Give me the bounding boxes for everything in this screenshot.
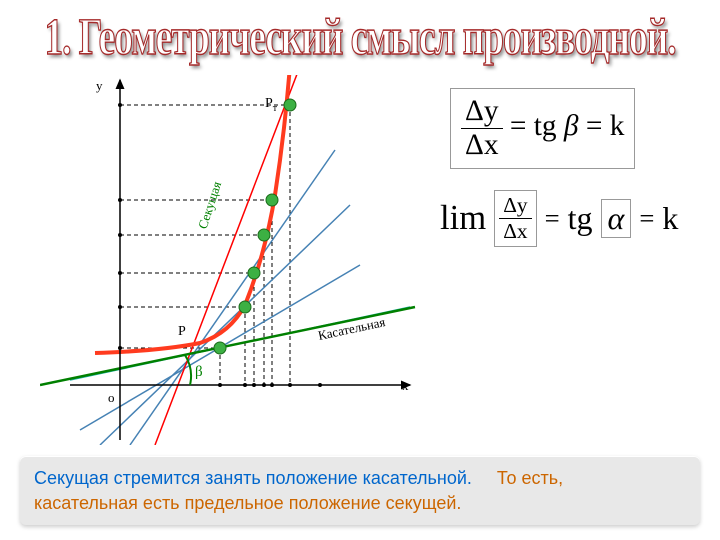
page-title: 1. Геометрический смысл производной.	[44, 8, 675, 68]
curve	[95, 75, 290, 353]
limit-equation: lim Δy Δx = tg α = k	[440, 190, 678, 247]
formula-tangent-slope: Δy Δx = tg β = k	[450, 88, 635, 169]
derivative-graph	[40, 75, 420, 445]
label-o: о	[108, 390, 115, 406]
label-beta: β	[195, 364, 203, 381]
label-Pt: Рт	[265, 96, 277, 114]
caption: Секущая стремится занять положение касат…	[20, 456, 700, 525]
secant-lines	[70, 75, 410, 445]
caption-part3: касательная есть предельное положение се…	[34, 493, 461, 513]
caption-part1: Секущая стремится занять положение касат…	[34, 468, 472, 488]
label-P: Р	[178, 324, 186, 340]
label-y: у	[96, 78, 103, 94]
alpha-symbol: α	[601, 199, 632, 238]
label-x: х	[402, 378, 409, 394]
caption-part2: То есть,	[497, 468, 563, 488]
